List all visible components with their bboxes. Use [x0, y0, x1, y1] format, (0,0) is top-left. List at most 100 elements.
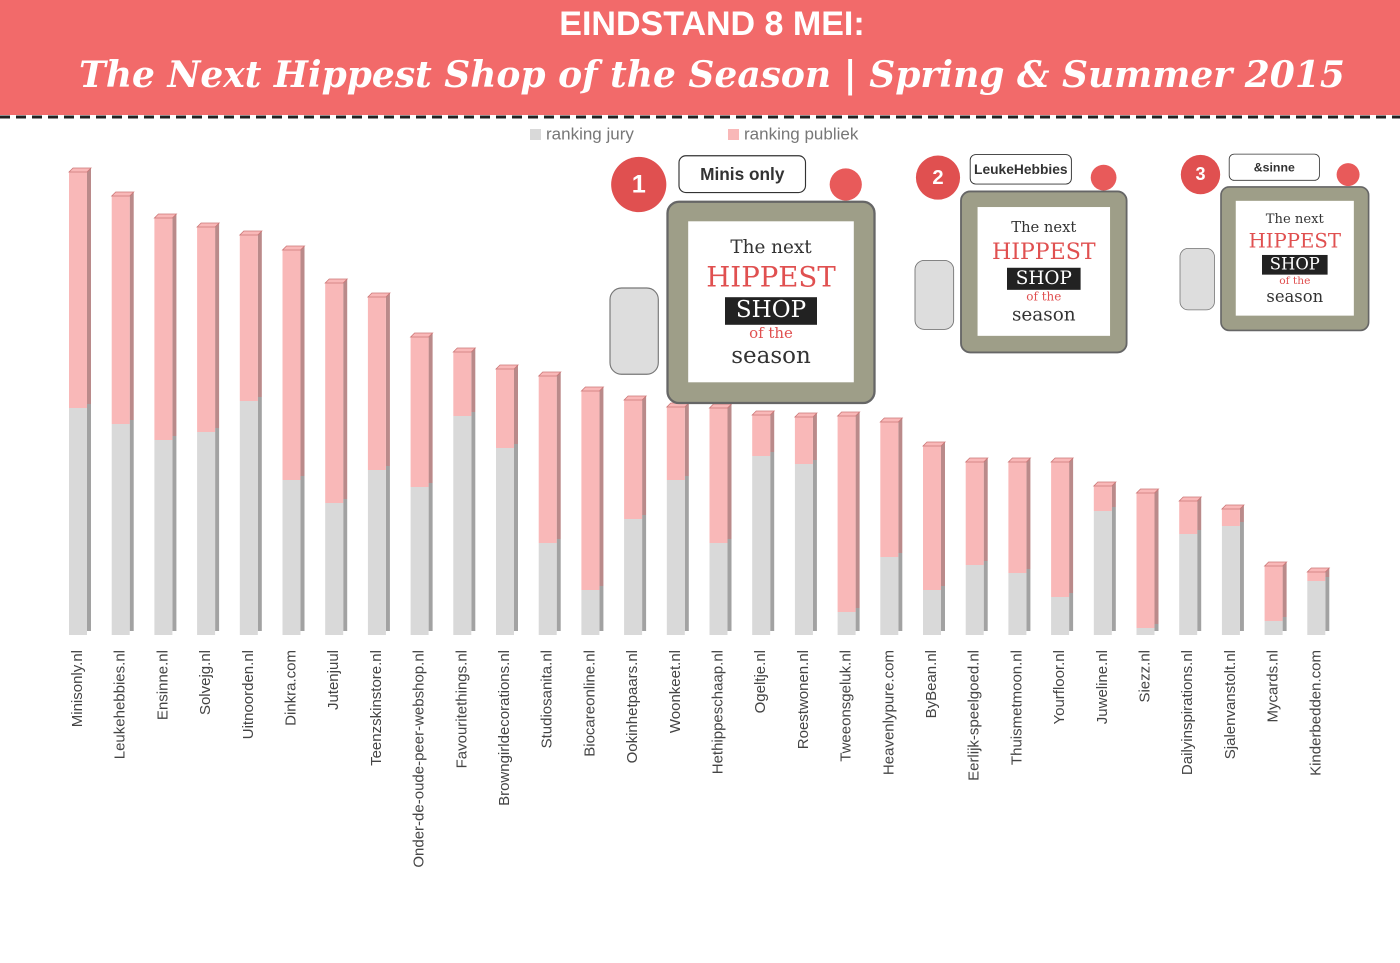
trophy	[611, 156, 667, 213]
bar-side	[1069, 593, 1074, 631]
bar	[453, 352, 472, 416]
bar-side	[556, 539, 561, 631]
shop-banner	[1262, 254, 1328, 275]
bar-top	[409, 332, 434, 338]
bar-side	[1154, 489, 1159, 624]
bar-side	[599, 586, 604, 631]
bar-side	[812, 460, 817, 631]
bar	[965, 565, 984, 635]
bar-side-shade	[1282, 562, 1287, 617]
bar-side	[1026, 458, 1031, 569]
bar-side	[642, 515, 647, 631]
bar-side-shade	[855, 608, 860, 631]
badge-text: HIPPEST	[706, 260, 836, 293]
bar-top	[623, 395, 648, 401]
bar	[239, 401, 258, 635]
bar-top	[1092, 481, 1117, 487]
bar-side	[983, 561, 988, 631]
x-tick-label: Kinderbedden.com	[1307, 650, 1324, 776]
bar-side-shade	[1026, 458, 1031, 569]
bar-side	[129, 420, 134, 631]
bar-top	[1178, 496, 1203, 502]
bar	[1093, 486, 1112, 511]
bar-top	[68, 167, 92, 173]
bar	[111, 196, 130, 424]
bar-side	[300, 246, 305, 476]
bar-side	[855, 412, 860, 608]
bar-top	[537, 371, 562, 377]
bar-top	[495, 364, 519, 370]
bar-top	[836, 411, 861, 417]
bird	[1090, 164, 1117, 191]
bar-side-shade	[87, 404, 91, 631]
x-tick-label: Minisonly.nl	[69, 650, 86, 727]
bar-side-shade	[257, 231, 262, 397]
bar	[923, 590, 941, 635]
bar-side-shade	[1069, 458, 1074, 593]
bar-side-shade	[1282, 617, 1287, 631]
bar	[538, 376, 557, 543]
bar	[794, 417, 813, 464]
bar-side-shade	[1069, 593, 1074, 631]
x-tick-label: Leukehebbies.nl	[112, 650, 129, 759]
bar-side	[983, 458, 988, 561]
dog-tag	[914, 259, 955, 330]
x-tick-label: Teenzskinstore.nl	[368, 650, 385, 766]
bar-top	[1306, 567, 1331, 573]
chart-title: EINDSTAND 8 MEI:	[559, 5, 864, 43]
bar-side	[1282, 562, 1287, 617]
bird	[829, 168, 862, 201]
bar-side	[770, 452, 775, 631]
shop-banner	[725, 297, 817, 325]
bar	[1051, 462, 1070, 597]
bar-side	[343, 499, 348, 631]
bar-top	[964, 457, 989, 463]
x-tick-label: Hethippeschaap.nl	[709, 650, 726, 774]
bar	[1307, 572, 1326, 581]
bar	[154, 440, 173, 635]
x-tick-label: Studiosanita.nl	[539, 650, 556, 748]
badge-text: of the	[749, 324, 793, 342]
bar-side-shade	[1197, 530, 1202, 631]
bar-top	[793, 412, 818, 418]
bar-side-shade	[556, 539, 561, 631]
bar-side	[129, 192, 134, 420]
bar	[1264, 566, 1283, 621]
bar	[581, 391, 600, 590]
bar-top	[452, 347, 477, 353]
bar-side-shade	[129, 420, 134, 631]
bar-side-shade	[1325, 577, 1330, 631]
bar	[367, 470, 386, 635]
bar-side	[770, 411, 775, 452]
bar-side	[87, 168, 91, 404]
bar-top	[879, 417, 904, 423]
badge-rank: 3	[1195, 164, 1205, 184]
badge-rank: 2	[932, 167, 943, 189]
bar-side-shade	[812, 413, 817, 460]
bar	[666, 480, 685, 635]
bar	[666, 407, 685, 480]
bar-side-shade	[684, 476, 689, 631]
bar	[111, 424, 130, 635]
bar	[1008, 462, 1027, 573]
bar-side	[1026, 569, 1031, 631]
x-tick-label: Mycards.nl	[1265, 650, 1282, 723]
bar-top	[196, 222, 221, 228]
bar-side	[257, 397, 262, 631]
bar	[1221, 509, 1240, 526]
bar	[1264, 621, 1283, 635]
bar-side-shade	[983, 458, 988, 561]
chart-subtitle: The Next Hippest Shop of the Season | Sp…	[79, 54, 1345, 96]
bar-side	[1197, 497, 1202, 530]
bar-side-shade	[172, 214, 177, 436]
legend-swatch	[530, 129, 541, 140]
x-tick-label: Roestwonen.nl	[795, 650, 812, 749]
x-tick-label: Heavenlypure.com	[880, 650, 897, 775]
bar-side-shade	[129, 192, 134, 420]
bar-side-shade	[1026, 569, 1031, 631]
bar-side-shade	[257, 397, 262, 631]
bar-side-shade	[727, 404, 732, 539]
bar-side-shade	[1239, 522, 1244, 631]
bar	[1008, 573, 1027, 635]
